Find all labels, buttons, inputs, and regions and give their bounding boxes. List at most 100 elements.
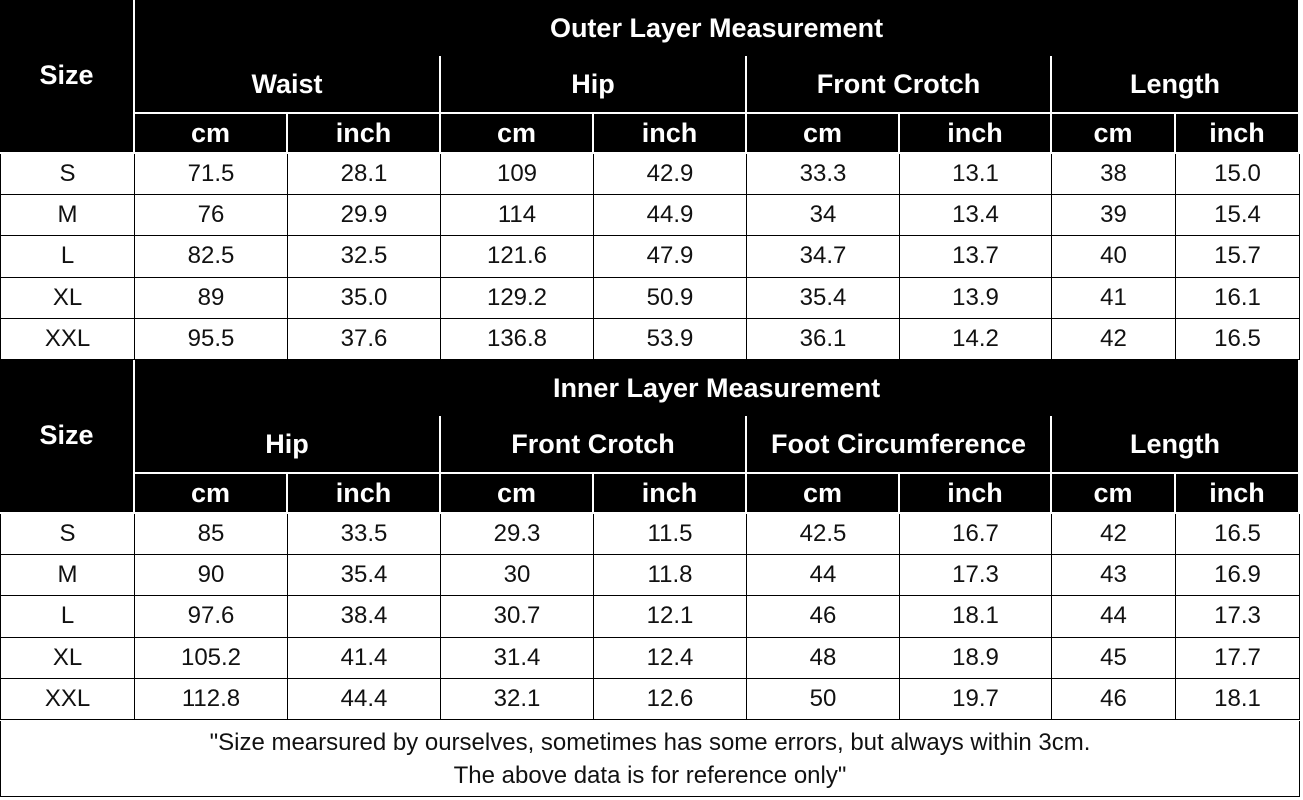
- value-cell: 50.9: [594, 277, 747, 319]
- group-header: Foot Circumference: [747, 416, 1052, 474]
- size-header: Size: [0, 0, 135, 154]
- value-cell: 16.9: [1176, 555, 1300, 597]
- unit-header: cm: [747, 474, 900, 514]
- unit-header: cm: [1052, 114, 1176, 154]
- value-cell: 121.6: [441, 236, 594, 278]
- value-cell: 15.0: [1176, 154, 1300, 196]
- group-header: Waist: [135, 56, 441, 114]
- value-cell: 105.2: [135, 637, 288, 679]
- size-cell: XL: [0, 637, 135, 679]
- value-cell: 12.1: [594, 596, 747, 638]
- value-cell: 13.9: [900, 277, 1052, 319]
- value-cell: 29.3: [441, 514, 594, 556]
- value-cell: 46: [1052, 678, 1176, 720]
- value-cell: 18.1: [1176, 678, 1300, 720]
- value-cell: 15.4: [1176, 195, 1300, 237]
- value-cell: 42.9: [594, 154, 747, 196]
- value-cell: 11.5: [594, 514, 747, 556]
- value-cell: 16.7: [900, 514, 1052, 556]
- value-cell: 48: [747, 637, 900, 679]
- size-cell: S: [0, 154, 135, 196]
- size-cell: L: [0, 596, 135, 638]
- value-cell: 114: [441, 195, 594, 237]
- value-cell: 76: [135, 195, 288, 237]
- value-cell: 97.6: [135, 596, 288, 638]
- value-cell: 44.4: [288, 678, 441, 720]
- value-cell: 43: [1052, 555, 1176, 597]
- value-cell: 11.8: [594, 555, 747, 597]
- value-cell: 44.9: [594, 195, 747, 237]
- group-header: Hip: [441, 56, 747, 114]
- footer-line: "Size mearsured by ourselves, sometimes …: [209, 728, 1091, 756]
- value-cell: 19.7: [900, 678, 1052, 720]
- value-cell: 17.7: [1176, 637, 1300, 679]
- value-cell: 90: [135, 555, 288, 597]
- group-header: Front Crotch: [441, 416, 747, 474]
- value-cell: 35.0: [288, 277, 441, 319]
- value-cell: 12.4: [594, 637, 747, 679]
- value-cell: 44: [747, 555, 900, 597]
- value-cell: 136.8: [441, 318, 594, 360]
- value-cell: 46: [747, 596, 900, 638]
- unit-header: inch: [288, 114, 441, 154]
- unit-header: cm: [135, 114, 288, 154]
- value-cell: 30: [441, 555, 594, 597]
- value-cell: 35.4: [288, 555, 441, 597]
- value-cell: 16.1: [1176, 277, 1300, 319]
- value-cell: 37.6: [288, 318, 441, 360]
- value-cell: 71.5: [135, 154, 288, 196]
- value-cell: 32.5: [288, 236, 441, 278]
- value-cell: 16.5: [1176, 318, 1300, 360]
- value-cell: 31.4: [441, 637, 594, 679]
- footer-line: The above data is for reference only": [453, 761, 847, 789]
- table-title: Inner Layer Measurement: [135, 360, 1300, 418]
- value-cell: 42.5: [747, 514, 900, 556]
- size-cell: L: [0, 236, 135, 278]
- value-cell: 34.7: [747, 236, 900, 278]
- value-cell: 89: [135, 277, 288, 319]
- value-cell: 85: [135, 514, 288, 556]
- value-cell: 39: [1052, 195, 1176, 237]
- size-cell: XL: [0, 277, 135, 319]
- value-cell: 34: [747, 195, 900, 237]
- table-title: Outer Layer Measurement: [135, 0, 1300, 58]
- value-cell: 38.4: [288, 596, 441, 638]
- value-cell: 38: [1052, 154, 1176, 196]
- value-cell: 17.3: [900, 555, 1052, 597]
- footer-note: "Size mearsured by ourselves, sometimes …: [0, 721, 1300, 797]
- unit-header: cm: [747, 114, 900, 154]
- value-cell: 32.1: [441, 678, 594, 720]
- value-cell: 13.7: [900, 236, 1052, 278]
- value-cell: 53.9: [594, 318, 747, 360]
- group-header: Front Crotch: [747, 56, 1052, 114]
- value-cell: 36.1: [747, 318, 900, 360]
- group-header: Hip: [135, 416, 441, 474]
- value-cell: 14.2: [900, 318, 1052, 360]
- value-cell: 44: [1052, 596, 1176, 638]
- value-cell: 82.5: [135, 236, 288, 278]
- value-cell: 18.1: [900, 596, 1052, 638]
- size-header: Size: [0, 360, 135, 514]
- size-cell: XXL: [0, 318, 135, 360]
- unit-header: cm: [441, 114, 594, 154]
- value-cell: 41.4: [288, 637, 441, 679]
- value-cell: 13.1: [900, 154, 1052, 196]
- value-cell: 42: [1052, 514, 1176, 556]
- unit-header: inch: [288, 474, 441, 514]
- unit-header: inch: [1176, 474, 1300, 514]
- unit-header: cm: [135, 474, 288, 514]
- size-cell: S: [0, 514, 135, 556]
- value-cell: 33.5: [288, 514, 441, 556]
- value-cell: 47.9: [594, 236, 747, 278]
- group-header: Length: [1052, 56, 1300, 114]
- value-cell: 109: [441, 154, 594, 196]
- value-cell: 35.4: [747, 277, 900, 319]
- value-cell: 50: [747, 678, 900, 720]
- value-cell: 17.3: [1176, 596, 1300, 638]
- value-cell: 129.2: [441, 277, 594, 319]
- value-cell: 12.6: [594, 678, 747, 720]
- unit-header: inch: [594, 114, 747, 154]
- value-cell: 112.8: [135, 678, 288, 720]
- size-cell: XXL: [0, 678, 135, 720]
